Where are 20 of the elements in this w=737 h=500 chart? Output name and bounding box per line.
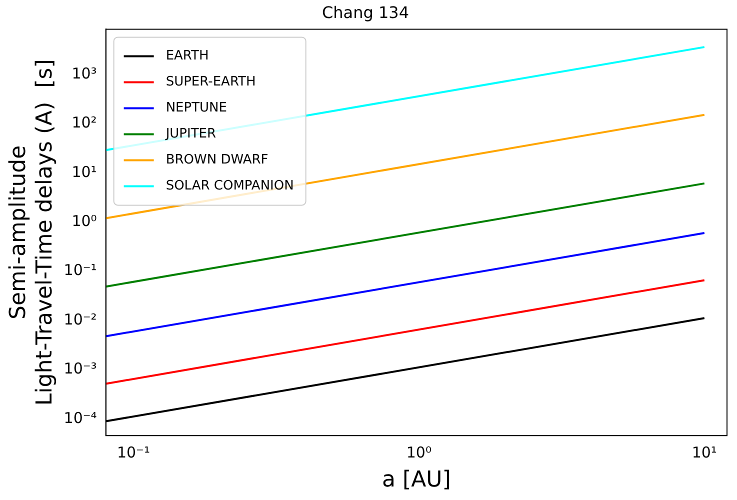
y-tick-label: 10¹	[72, 162, 97, 181]
legend-label: EARTH	[166, 48, 209, 64]
y-tick-label: 10⁻⁴	[64, 408, 97, 427]
x-tick-label: 10¹	[692, 443, 717, 462]
chart-title: Chang 134	[322, 2, 410, 22]
y-tick-label: 10⁻³	[64, 360, 97, 378]
x-axis-title: a [AU]	[382, 468, 451, 493]
y-tick-label: 10²	[72, 114, 97, 132]
y-tick-label: 10⁻²	[64, 310, 97, 328]
legend-label: JUPITER	[164, 126, 216, 142]
legend-label: BROWN DWARF	[166, 152, 268, 168]
y-tick-label: 10⁰	[72, 212, 97, 230]
y-axis-title: Semi-amplitude Light-Travel-Time delays (A) [s]	[6, 59, 58, 406]
y-tick-label: 10³	[72, 64, 97, 82]
y-tick-label: 10⁻¹	[64, 261, 97, 280]
legend-label: NEPTUNE	[166, 100, 228, 116]
legend-label: SOLAR COMPANION	[166, 178, 294, 194]
legend-label: SUPER-EARTH	[166, 74, 256, 90]
x-tick-label: 10⁰	[406, 443, 432, 462]
x-tick-label: 10⁻¹	[116, 443, 150, 462]
